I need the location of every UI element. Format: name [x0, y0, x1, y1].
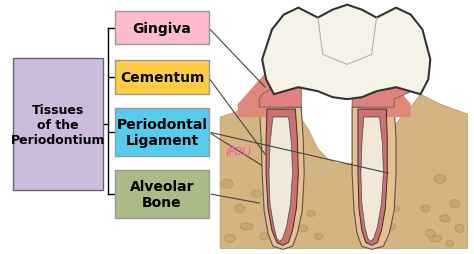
Ellipse shape	[221, 180, 233, 188]
Polygon shape	[364, 75, 411, 118]
Polygon shape	[361, 118, 383, 241]
Ellipse shape	[251, 190, 262, 197]
Polygon shape	[352, 108, 396, 249]
Polygon shape	[266, 110, 298, 245]
Ellipse shape	[450, 200, 460, 208]
Ellipse shape	[299, 225, 308, 232]
Ellipse shape	[425, 230, 435, 237]
Text: Cementum: Cementum	[120, 71, 204, 85]
Ellipse shape	[455, 225, 464, 232]
Polygon shape	[358, 110, 387, 245]
Text: Gingiva: Gingiva	[133, 21, 191, 35]
Polygon shape	[358, 110, 387, 245]
Ellipse shape	[373, 235, 381, 241]
Ellipse shape	[315, 233, 323, 240]
Polygon shape	[266, 110, 298, 245]
Polygon shape	[262, 6, 430, 100]
Ellipse shape	[275, 201, 283, 207]
Ellipse shape	[429, 235, 442, 242]
Text: (PDL): (PDL)	[225, 146, 251, 156]
Ellipse shape	[387, 223, 396, 230]
Ellipse shape	[377, 211, 385, 217]
Ellipse shape	[279, 220, 289, 228]
Ellipse shape	[240, 223, 253, 230]
Ellipse shape	[392, 206, 400, 211]
Ellipse shape	[439, 215, 450, 222]
Polygon shape	[269, 118, 292, 241]
Polygon shape	[352, 80, 420, 108]
Ellipse shape	[260, 233, 268, 240]
FancyBboxPatch shape	[13, 59, 103, 190]
Polygon shape	[269, 118, 292, 241]
Polygon shape	[259, 108, 304, 249]
Polygon shape	[220, 95, 467, 248]
Ellipse shape	[446, 241, 454, 246]
Ellipse shape	[290, 211, 297, 217]
Text: Periodontal
Ligament: Periodontal Ligament	[117, 117, 208, 148]
FancyBboxPatch shape	[115, 61, 210, 95]
Ellipse shape	[235, 205, 245, 213]
FancyBboxPatch shape	[115, 109, 210, 156]
Ellipse shape	[225, 234, 235, 242]
FancyBboxPatch shape	[115, 170, 210, 218]
Ellipse shape	[307, 211, 315, 217]
Text: Tissues
of the
Periodontium: Tissues of the Periodontium	[10, 103, 105, 146]
Ellipse shape	[421, 205, 430, 212]
Ellipse shape	[264, 210, 273, 218]
Polygon shape	[259, 80, 301, 108]
Polygon shape	[238, 75, 286, 118]
Text: Alveolar
Bone: Alveolar Bone	[130, 179, 194, 209]
Ellipse shape	[434, 174, 446, 183]
FancyBboxPatch shape	[115, 12, 210, 45]
Polygon shape	[361, 118, 383, 241]
